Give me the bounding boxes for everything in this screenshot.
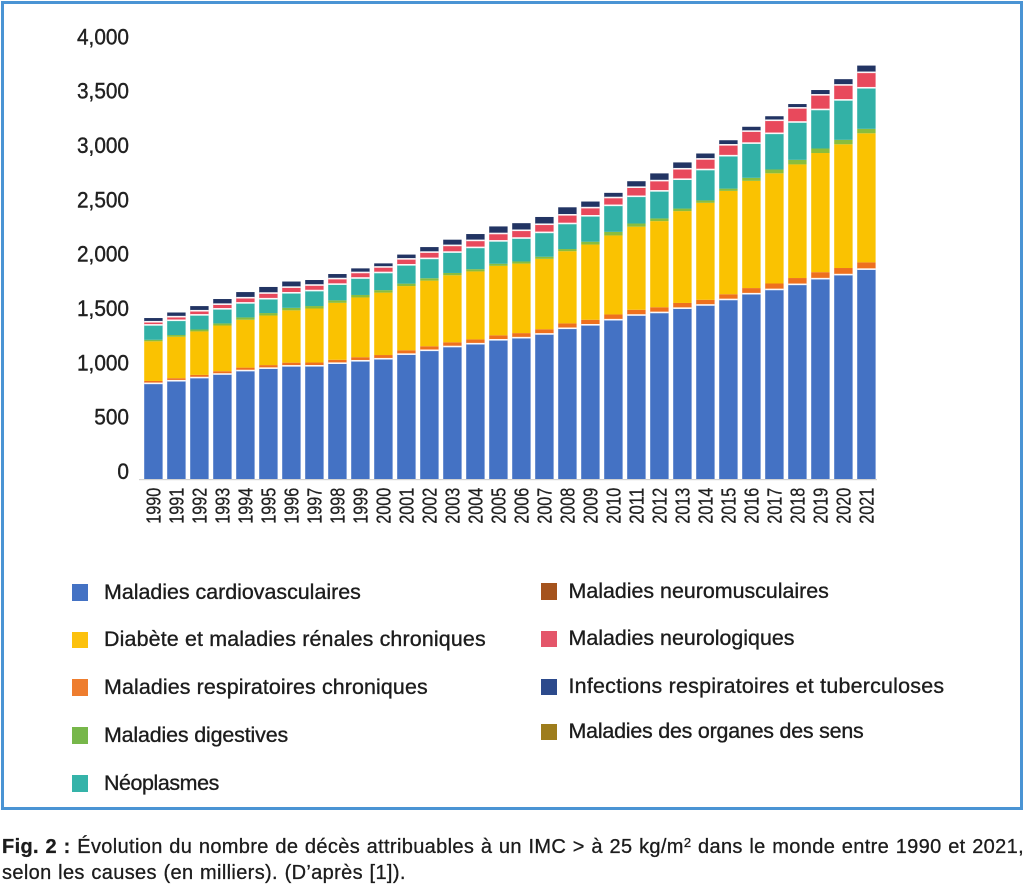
- svg-text:2006: 2006: [511, 488, 533, 524]
- svg-text:2000: 2000: [373, 488, 395, 524]
- svg-text:1994: 1994: [235, 488, 257, 524]
- svg-text:2012: 2012: [649, 488, 671, 524]
- svg-text:1,000: 1,000: [77, 350, 129, 375]
- svg-text:2004: 2004: [465, 488, 487, 524]
- svg-text:2020: 2020: [833, 488, 855, 524]
- svg-text:2002: 2002: [419, 488, 441, 524]
- svg-text:2018: 2018: [787, 488, 809, 524]
- svg-text:1990: 1990: [143, 488, 165, 524]
- svg-text:2007: 2007: [534, 488, 556, 524]
- svg-text:2005: 2005: [488, 488, 510, 524]
- svg-text:2,500: 2,500: [77, 187, 129, 212]
- svg-text:2017: 2017: [764, 488, 786, 524]
- svg-text:4,000: 4,000: [77, 24, 129, 49]
- svg-text:1995: 1995: [258, 488, 280, 524]
- svg-text:1992: 1992: [189, 488, 211, 524]
- svg-text:500: 500: [94, 405, 129, 430]
- svg-text:2008: 2008: [557, 488, 579, 524]
- svg-text:2015: 2015: [718, 488, 740, 524]
- svg-text:2021: 2021: [856, 488, 878, 524]
- svg-text:1996: 1996: [281, 488, 303, 524]
- svg-text:3,500: 3,500: [77, 79, 129, 104]
- svg-text:2016: 2016: [741, 488, 763, 524]
- svg-text:2,000: 2,000: [77, 242, 129, 267]
- svg-text:2010: 2010: [603, 488, 625, 524]
- svg-text:1999: 1999: [350, 488, 372, 524]
- svg-text:2013: 2013: [672, 488, 694, 524]
- svg-text:2003: 2003: [442, 488, 464, 524]
- svg-text:0: 0: [117, 459, 129, 484]
- svg-text:3,000: 3,000: [77, 133, 129, 158]
- svg-text:1,500: 1,500: [77, 296, 129, 321]
- svg-text:2019: 2019: [810, 488, 832, 524]
- svg-text:1993: 1993: [212, 488, 234, 524]
- svg-text:1997: 1997: [304, 488, 326, 524]
- svg-text:1991: 1991: [166, 488, 188, 524]
- svg-text:2014: 2014: [695, 488, 717, 524]
- svg-text:2009: 2009: [580, 488, 602, 524]
- svg-text:2011: 2011: [626, 488, 648, 524]
- svg-text:2001: 2001: [396, 488, 418, 524]
- svg-text:1998: 1998: [327, 488, 349, 524]
